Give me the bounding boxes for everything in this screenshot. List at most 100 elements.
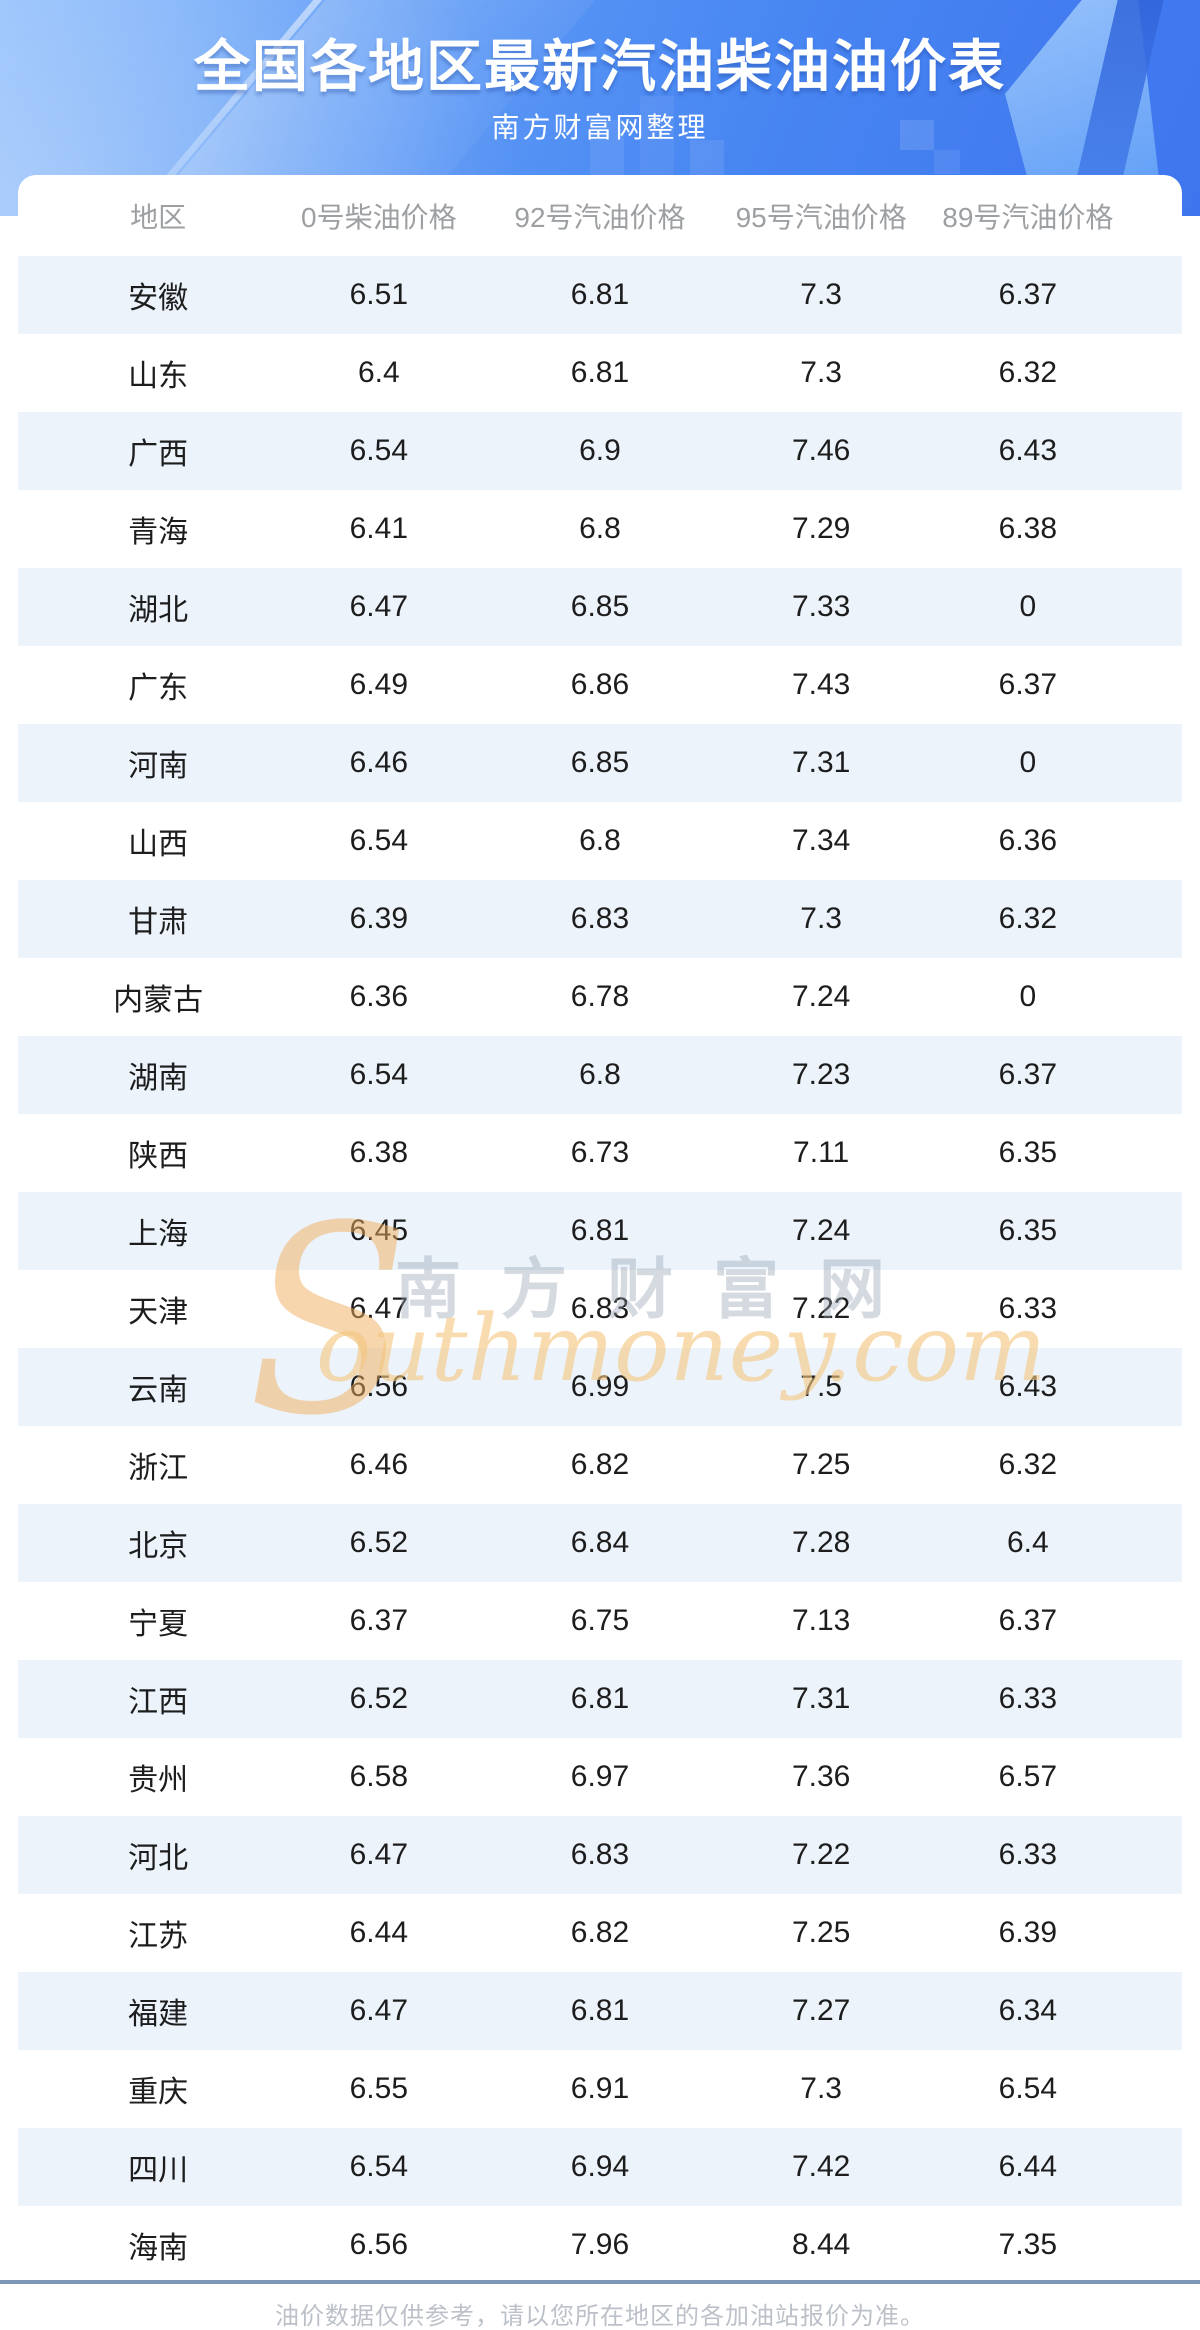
price-cell: 6.83 [570, 902, 630, 935]
region-cell: 湖南 [128, 1062, 189, 1095]
decor-pixel-block [934, 150, 960, 174]
price-cell: 0 [1019, 980, 1037, 1013]
region-cell: 河南 [128, 750, 189, 783]
price-cell: 6.8 [579, 824, 621, 857]
table-row: 天津 6.47 6.83 7.22 6.33 [18, 1270, 1182, 1348]
region-cell: 上海 [128, 1218, 189, 1251]
price-cell: 7.29 [791, 512, 851, 545]
region-cell: 甘肃 [128, 906, 189, 939]
region-cell: 广西 [128, 438, 189, 471]
price-cell: 6.54 [349, 824, 409, 857]
price-cell: 7.23 [791, 1058, 851, 1091]
table-row: 贵州 6.58 6.97 7.36 6.57 [18, 1738, 1182, 1816]
price-cell: 6.35 [998, 1214, 1058, 1247]
price-cell: 6.73 [570, 1136, 630, 1169]
price-cell: 6.8 [579, 512, 621, 545]
table-row: 河南 6.46 6.85 7.31 0 [18, 724, 1182, 802]
table-row: 广东 6.49 6.86 7.43 6.37 [18, 646, 1182, 724]
price-cell: 6.83 [570, 1292, 630, 1325]
table-row: 四川 6.54 6.94 7.42 6.44 [18, 2128, 1182, 2206]
price-cell: 6.57 [998, 1760, 1058, 1793]
price-cell: 6.43 [998, 434, 1058, 467]
price-cell: 7.27 [791, 1994, 851, 2027]
price-cell: 7.34 [791, 824, 851, 857]
region-cell: 贵州 [128, 1764, 189, 1797]
price-cell: 8.44 [791, 2228, 851, 2261]
column-header-gas95: 95号汽油价格 [735, 201, 907, 233]
table-row: 青海 6.41 6.8 7.29 6.38 [18, 490, 1182, 568]
price-cell: 6.4 [357, 356, 400, 389]
table-row: 安徽 6.51 6.81 7.3 6.37 [18, 256, 1182, 334]
price-cell: 6.82 [570, 1916, 630, 1949]
table-header: 地区 0号柴油价格 92号汽油价格 95号汽油价格 89号汽油价格 [18, 175, 1182, 256]
price-cell: 6.34 [998, 1994, 1058, 2027]
price-cell: 6.91 [570, 2072, 630, 2105]
table-row: 山西 6.54 6.8 7.34 6.36 [18, 802, 1182, 880]
price-cell: 6.54 [349, 2150, 409, 2183]
price-cell: 6.32 [998, 356, 1058, 389]
price-cell: 7.33 [791, 590, 851, 623]
price-cell: 7.42 [791, 2150, 851, 2183]
price-cell: 6.43 [998, 1370, 1058, 1403]
region-cell: 广东 [128, 672, 189, 705]
price-cell: 6.36 [349, 980, 409, 1013]
price-cell: 6.78 [570, 980, 630, 1013]
region-cell: 云南 [128, 1374, 189, 1407]
price-cell: 7.13 [791, 1604, 851, 1637]
price-cell: 6.81 [570, 278, 630, 311]
price-cell: 6.54 [998, 2072, 1058, 2105]
price-cell: 7.24 [791, 980, 851, 1013]
region-cell: 四川 [128, 2154, 189, 2187]
table-body: 安徽 6.51 6.81 7.3 6.37 山东 6.4 6.81 7.3 6.32 广西 6.54 6… [18, 256, 1182, 2282]
region-cell: 青海 [128, 516, 189, 549]
column-header-gas92: 92号汽油价格 [514, 201, 686, 233]
table-row: 陕西 6.38 6.73 7.11 6.35 [18, 1114, 1182, 1192]
price-cell: 7.96 [570, 2228, 630, 2261]
price-cell: 6.94 [570, 2150, 630, 2183]
price-cell: 0 [1019, 590, 1037, 623]
price-cell: 6.81 [570, 1682, 630, 1715]
price-cell: 7.3 [800, 2072, 842, 2105]
table-row: 广西 6.54 6.9 7.46 6.43 [18, 412, 1182, 490]
price-cell: 7.46 [791, 434, 851, 467]
price-cell: 6.47 [349, 1292, 409, 1325]
price-cell: 7.28 [791, 1526, 851, 1559]
price-table: 地区 0号柴油价格 92号汽油价格 95号汽油价格 89号汽油价格 安徽 6.51… [18, 175, 1182, 2282]
page-title: 全国各地区最新汽油柴油油价表 [194, 35, 1006, 98]
page-subtitle: 南方财富网整理 [491, 112, 709, 143]
price-cell: 6.37 [998, 1604, 1058, 1637]
price-cell: 6.85 [570, 746, 630, 779]
region-cell: 浙江 [128, 1452, 189, 1485]
price-cell: 6.46 [349, 1448, 409, 1481]
price-cell: 6.37 [998, 278, 1058, 311]
region-cell: 北京 [128, 1530, 189, 1563]
price-cell: 6.37 [998, 1058, 1058, 1091]
price-cell: 6.44 [349, 1916, 409, 1949]
price-cell: 6.37 [998, 668, 1058, 701]
table-row: 河北 6.47 6.83 7.22 6.33 [18, 1816, 1182, 1894]
price-cell: 6.37 [349, 1604, 409, 1637]
column-header-region: 地区 [130, 201, 187, 233]
price-cell: 7.35 [998, 2228, 1058, 2261]
table-row: 北京 6.52 6.84 7.28 6.4 [18, 1504, 1182, 1582]
region-cell: 安徽 [128, 282, 189, 315]
region-cell: 山东 [128, 360, 189, 393]
region-cell: 湖北 [128, 594, 189, 627]
price-cell: 6.83 [570, 1838, 630, 1871]
price-cell: 6.38 [998, 512, 1058, 545]
price-cell: 7.3 [800, 278, 842, 311]
region-cell: 福建 [128, 1998, 189, 2031]
price-cell: 7.31 [791, 1682, 851, 1715]
price-cell: 7.25 [791, 1916, 851, 1949]
price-cell: 7.11 [793, 1136, 850, 1169]
table-row: 江苏 6.44 6.82 7.25 6.39 [18, 1894, 1182, 1972]
table-row: 江西 6.52 6.81 7.31 6.33 [18, 1660, 1182, 1738]
price-cell: 7.22 [791, 1292, 851, 1325]
price-cell: 6.56 [349, 2228, 409, 2261]
price-cell: 6.9 [579, 434, 621, 467]
price-cell: 6.82 [570, 1448, 630, 1481]
table-header-row: 地区 0号柴油价格 92号汽油价格 95号汽油价格 89号汽油价格 [18, 175, 1182, 256]
region-cell: 重庆 [128, 2076, 189, 2109]
price-cell: 6.47 [349, 590, 409, 623]
